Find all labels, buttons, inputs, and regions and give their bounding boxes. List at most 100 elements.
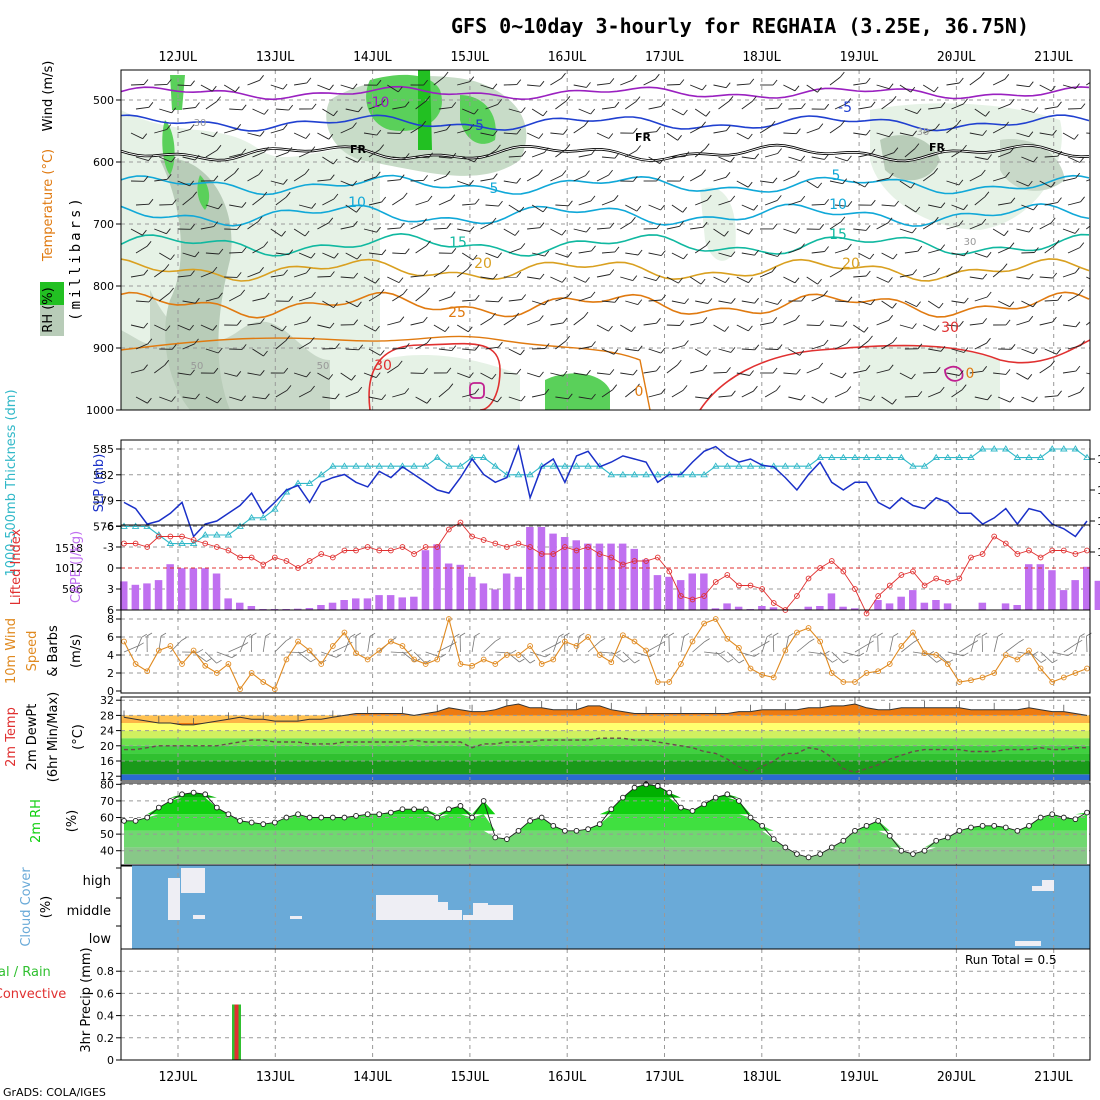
date-label-top: 15JUL [450, 50, 489, 65]
data-point [736, 798, 742, 804]
wind-barb-flag [892, 398, 897, 405]
wind-barb [159, 252, 171, 260]
wind-barb-flag [1057, 101, 1062, 108]
wind-barb-flag [542, 110, 548, 117]
data-point [608, 806, 615, 813]
wind-barb-flag [241, 247, 247, 253]
temperature-contour [699, 339, 1090, 410]
wind-barb [252, 396, 266, 400]
wind-barb [262, 636, 266, 653]
wind-barb-flag [847, 201, 853, 207]
data-point [271, 819, 278, 826]
wind-barb-flag [404, 343, 410, 349]
wind-barb-flag [660, 388, 666, 394]
wind-barb-flag [423, 270, 428, 276]
wind-barb [1016, 276, 1030, 280]
data-point [955, 453, 964, 461]
wind-barb [1021, 396, 1034, 403]
wind-barb [829, 125, 841, 134]
wind-barb-flag [170, 254, 175, 260]
wind-barb [508, 396, 522, 402]
wind-barb [322, 348, 336, 350]
wind-barb [531, 252, 545, 257]
data-point [828, 844, 835, 851]
temp2m-ylabel-unit: (°C) [71, 724, 86, 750]
wind-barb [713, 84, 727, 89]
wind-barb [1086, 225, 1090, 230]
wind-barb [508, 204, 521, 213]
wind-barb [759, 125, 772, 134]
wind-barb-flag [656, 223, 661, 229]
wind-barb [741, 390, 754, 398]
wind-barb [170, 640, 182, 653]
wind-barb-flag [538, 169, 543, 175]
wind-barb [317, 132, 330, 140]
wind-barb-flag [520, 243, 526, 249]
wind-barb [438, 388, 450, 398]
data-point [620, 561, 626, 568]
wind-barb-flag [329, 322, 335, 329]
wind-barb-flag [259, 75, 264, 81]
wind-barb-flag [963, 204, 968, 210]
wind-barb [368, 252, 382, 256]
wind-barb [901, 641, 915, 653]
wind-barb [741, 204, 754, 211]
wind-barb-flag [1050, 181, 1056, 188]
wind-barb [531, 300, 545, 306]
wind-barb [462, 393, 475, 398]
wind-barb [345, 108, 359, 113]
wind-barb [718, 395, 732, 398]
wind-barb-flag [636, 205, 642, 212]
data-point [178, 539, 186, 547]
wind-barb [485, 252, 498, 259]
cloud-block [1042, 880, 1054, 891]
wind-barb [1091, 397, 1100, 404]
wind-barb-flag [754, 653, 760, 657]
data-point [434, 814, 441, 821]
wind-barb [433, 76, 445, 86]
precip-convective-bar [234, 1004, 239, 1060]
data-point [410, 462, 418, 469]
data-point [247, 513, 256, 521]
wind-barb-flag [912, 323, 917, 329]
wind-barb [713, 228, 725, 237]
wind-barb [620, 372, 634, 376]
wind-barb [788, 107, 802, 110]
wind-barb [550, 132, 564, 135]
wind-barb [625, 252, 639, 256]
cape-bar [224, 598, 232, 610]
wind-barb [229, 251, 243, 254]
wind-barb [503, 317, 515, 326]
wind-barb-flag [1054, 239, 1060, 246]
wind-barb-flag [1033, 348, 1038, 354]
wind-barb-flag [521, 150, 527, 157]
wind-barb [293, 372, 307, 378]
wind-barb [1039, 132, 1053, 136]
wind-barb [718, 156, 731, 163]
wind-barb-flag [632, 127, 638, 134]
data-point [968, 824, 974, 831]
wind-barb-flag [772, 367, 778, 374]
wind-barb-flag [913, 638, 920, 643]
tick-label: 0 [107, 685, 114, 698]
wind-barb-flag [492, 83, 498, 90]
wind-barb [247, 79, 260, 86]
wind-barb [413, 651, 426, 664]
wind-barb [741, 101, 753, 110]
wind-barb-flag [1057, 197, 1062, 203]
wind-barb [483, 640, 496, 653]
wind-barb [317, 324, 331, 329]
wind-barb [741, 156, 755, 160]
wind-barb-flag [1005, 369, 1011, 375]
wind-barb-flag [544, 343, 550, 349]
wind-barb-flag [706, 194, 712, 201]
wind-barb-flag [800, 155, 806, 162]
wind-barb [154, 129, 167, 134]
data-point [805, 854, 812, 861]
data-point [202, 540, 209, 547]
wind-barb-flag [800, 243, 805, 249]
cape-bar [897, 596, 905, 610]
wind-barb [969, 322, 983, 326]
wind-barb-flag [858, 652, 865, 657]
